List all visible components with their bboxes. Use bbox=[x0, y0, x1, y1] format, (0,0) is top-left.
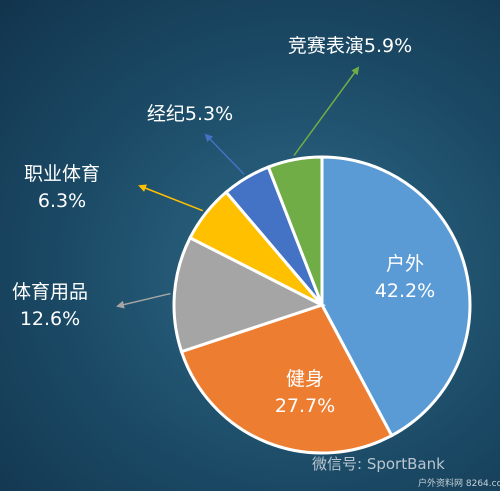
leader-arrow bbox=[293, 66, 360, 157]
value-label: 6.3% bbox=[38, 190, 86, 212]
watermark: 微信号: SportBank bbox=[312, 455, 445, 473]
value-label: 42.2% bbox=[375, 280, 435, 302]
pie-slice bbox=[172, 235, 326, 354]
slice-label: 职业体育 6.3% bbox=[24, 163, 100, 212]
value-label: 27.7% bbox=[275, 395, 335, 417]
slice-label: 健身 27.7% bbox=[275, 368, 335, 417]
slice-label: 体育用品 12.6% bbox=[12, 281, 88, 330]
leader-arrow bbox=[116, 292, 171, 309]
watermark-site: 户外资料网 8264.com bbox=[418, 477, 500, 489]
leader-arrow bbox=[204, 133, 245, 175]
leader-arrow bbox=[138, 184, 204, 212]
pie bbox=[172, 155, 472, 455]
slice-label: 户外 42.2% bbox=[375, 253, 435, 302]
category-label: 健身 bbox=[286, 368, 324, 390]
pie-slice bbox=[266, 155, 324, 306]
slice-label: 经纪5.3% bbox=[147, 103, 233, 125]
category-label: 户外 bbox=[386, 253, 424, 275]
category-label: 经纪 bbox=[147, 103, 185, 125]
pie-slice bbox=[320, 155, 472, 438]
value-label: 12.6% bbox=[20, 308, 80, 330]
pie-slice bbox=[179, 303, 394, 455]
value-label: 5.3% bbox=[185, 103, 233, 125]
value-label: 5.9% bbox=[364, 35, 412, 57]
category-label: 体育用品 bbox=[12, 281, 88, 303]
slice-label: 竞赛表演5.9% bbox=[288, 35, 412, 57]
category-label: 竞赛表演 bbox=[288, 35, 364, 57]
labels: 户外 42.2% 健身 27.7% 体育用品 12.6% 职业体育 6.3% 经纪5.3% 竞赛表… bbox=[12, 35, 435, 417]
category-label: 职业体育 bbox=[24, 163, 100, 185]
